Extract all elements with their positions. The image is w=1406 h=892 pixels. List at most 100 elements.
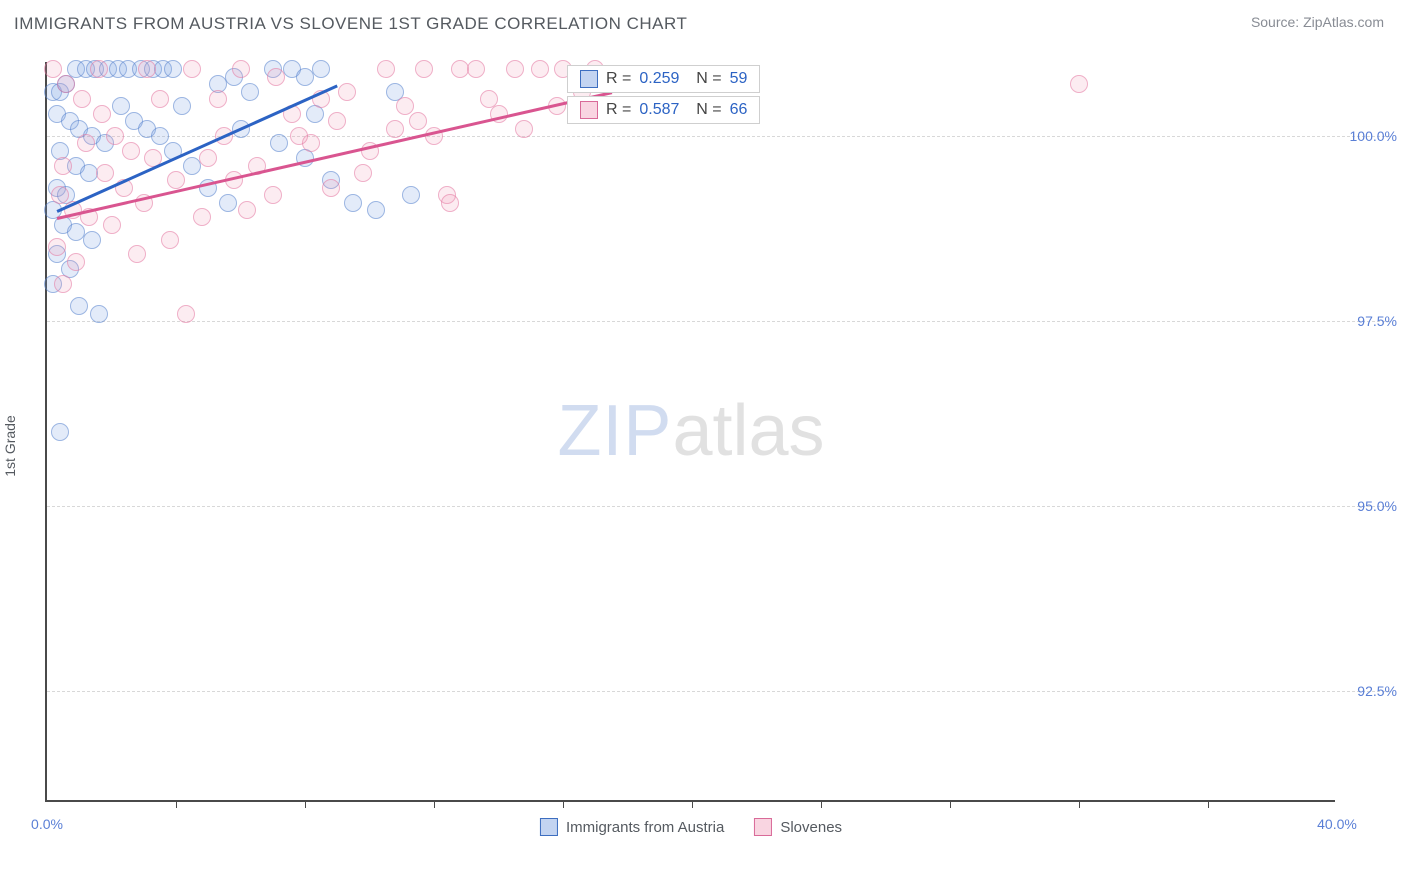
stat-r-label: R = <box>606 70 631 88</box>
scatter-point-austria <box>241 83 259 101</box>
scatter-point-austria <box>164 60 182 78</box>
scatter-point-slovenes <box>480 90 498 108</box>
source-prefix: Source: <box>1251 14 1303 30</box>
scatter-point-slovenes <box>264 186 282 204</box>
scatter-point-slovenes <box>177 305 195 323</box>
stat-box-slovenes: R = 0.587 N = 66 <box>567 96 760 124</box>
stat-box-austria: R = 0.259 N = 59 <box>567 65 760 93</box>
xtick-minor <box>563 800 564 808</box>
scatter-point-slovenes <box>128 245 146 263</box>
scatter-point-slovenes <box>77 134 95 152</box>
source-attribution: Source: ZipAtlas.com <box>1251 14 1384 30</box>
ytick-label: 100.0% <box>1342 128 1397 144</box>
scatter-point-slovenes <box>93 105 111 123</box>
xtick-label: 0.0% <box>31 816 63 832</box>
scatter-point-austria <box>51 423 69 441</box>
scatter-point-austria <box>402 186 420 204</box>
stat-r-value-austria: 0.259 <box>639 70 679 88</box>
scatter-point-slovenes <box>193 208 211 226</box>
scatter-point-slovenes <box>338 83 356 101</box>
scatter-point-slovenes <box>506 60 524 78</box>
scatter-point-slovenes <box>96 164 114 182</box>
scatter-point-slovenes <box>67 253 85 271</box>
stat-n-label: N = <box>687 101 721 119</box>
scatter-point-slovenes <box>161 231 179 249</box>
chart-title: IMMIGRANTS FROM AUSTRIA VS SLOVENE 1ST G… <box>14 14 687 33</box>
scatter-point-austria <box>367 201 385 219</box>
ytick-label: 95.0% <box>1342 498 1397 514</box>
scatter-point-austria <box>151 127 169 145</box>
scatter-point-austria <box>219 194 237 212</box>
xtick-minor <box>1079 800 1080 808</box>
legend-label-slovenes: Slovenes <box>780 819 842 836</box>
watermark-part2: atlas <box>672 391 824 471</box>
legend: Immigrants from Austria Slovenes <box>540 818 842 836</box>
legend-swatch-slovenes <box>754 818 772 836</box>
scatter-point-slovenes <box>267 68 285 86</box>
watermark-part1: ZIP <box>557 391 672 471</box>
scatter-point-slovenes <box>183 60 201 78</box>
xtick-minor <box>1208 800 1209 808</box>
gridline-h <box>47 506 1390 507</box>
scatter-point-austria <box>344 194 362 212</box>
stat-n-label: N = <box>687 70 721 88</box>
watermark: ZIPatlas <box>557 390 824 472</box>
scatter-point-slovenes <box>396 97 414 115</box>
scatter-point-slovenes <box>531 60 549 78</box>
scatter-point-slovenes <box>232 60 250 78</box>
stat-n-value-austria: 59 <box>730 70 748 88</box>
stat-n-value-slovenes: 66 <box>730 101 748 119</box>
legend-item-austria: Immigrants from Austria <box>540 818 724 836</box>
scatter-point-slovenes <box>54 157 72 175</box>
ytick-label: 92.5% <box>1342 683 1397 699</box>
scatter-plot-area: ZIPatlas Immigrants from Austria Slovene… <box>45 62 1335 802</box>
gridline-h <box>47 691 1390 692</box>
ytick-label: 97.5% <box>1342 313 1397 329</box>
scatter-point-slovenes <box>167 171 185 189</box>
scatter-point-austria <box>312 60 330 78</box>
scatter-point-austria <box>70 297 88 315</box>
scatter-point-slovenes <box>48 238 66 256</box>
scatter-point-slovenes <box>354 164 372 182</box>
scatter-point-slovenes <box>199 149 217 167</box>
scatter-point-slovenes <box>328 112 346 130</box>
scatter-point-slovenes <box>415 60 433 78</box>
xtick-minor <box>692 800 693 808</box>
legend-label-austria: Immigrants from Austria <box>566 819 724 836</box>
chart-header: IMMIGRANTS FROM AUSTRIA VS SLOVENE 1ST G… <box>0 0 1406 50</box>
scatter-point-slovenes <box>386 120 404 138</box>
legend-item-slovenes: Slovenes <box>754 818 842 836</box>
xtick-minor <box>821 800 822 808</box>
stat-swatch-slovenes <box>580 101 598 119</box>
legend-swatch-austria <box>540 818 558 836</box>
gridline-h <box>47 136 1390 137</box>
scatter-point-slovenes <box>103 216 121 234</box>
scatter-point-slovenes <box>1070 75 1088 93</box>
xtick-minor <box>305 800 306 808</box>
scatter-point-slovenes <box>57 75 75 93</box>
y-axis-label: 1st Grade <box>2 415 18 476</box>
xtick-minor <box>176 800 177 808</box>
scatter-point-slovenes <box>106 127 124 145</box>
scatter-point-slovenes <box>290 127 308 145</box>
scatter-point-austria <box>112 97 130 115</box>
scatter-point-slovenes <box>73 90 91 108</box>
scatter-point-slovenes <box>151 90 169 108</box>
scatter-point-slovenes <box>209 90 227 108</box>
scatter-point-slovenes <box>54 275 72 293</box>
scatter-point-slovenes <box>44 60 62 78</box>
scatter-point-austria <box>173 97 191 115</box>
xtick-minor <box>434 800 435 808</box>
scatter-point-slovenes <box>51 186 69 204</box>
scatter-point-slovenes <box>409 112 427 130</box>
stat-r-value-slovenes: 0.587 <box>639 101 679 119</box>
source-name: ZipAtlas.com <box>1303 14 1384 30</box>
scatter-point-slovenes <box>441 194 459 212</box>
scatter-point-slovenes <box>322 179 340 197</box>
stat-swatch-austria <box>580 70 598 88</box>
scatter-point-slovenes <box>138 60 156 78</box>
scatter-point-slovenes <box>377 60 395 78</box>
stat-r-label: R = <box>606 101 631 119</box>
scatter-point-slovenes <box>122 142 140 160</box>
scatter-point-austria <box>90 305 108 323</box>
